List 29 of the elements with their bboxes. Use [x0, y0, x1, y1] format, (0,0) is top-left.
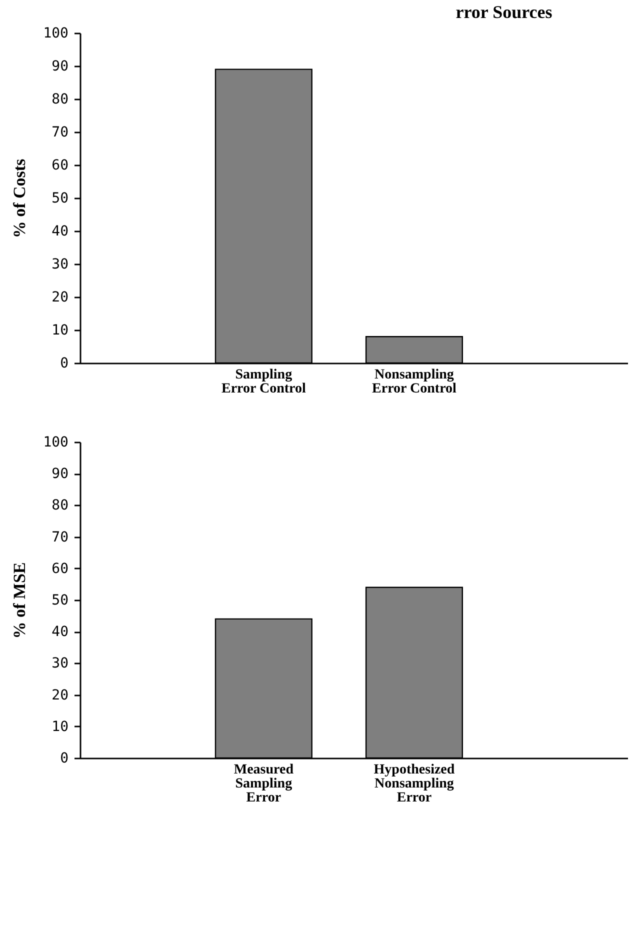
- y-tick-label: 60: [52, 158, 68, 174]
- y-tick-label: 100: [43, 434, 68, 450]
- y-tick-label: 20: [52, 687, 68, 704]
- y-tick-label: 100: [43, 26, 68, 42]
- y-tick-label: 10: [52, 718, 68, 735]
- x-tick-label: Measured Sampling Error: [234, 762, 294, 806]
- x-tick-label: Sampling Error Control: [221, 368, 306, 396]
- y-tick-label: 30: [52, 656, 68, 672]
- x-tick-label: Hypothesized Nonsampling Error: [374, 762, 455, 806]
- y-tick-label: 10: [52, 322, 68, 338]
- y-tick-label: 0: [60, 356, 68, 372]
- y-axis-title: % of MSE: [10, 562, 30, 639]
- y-tick-label: 90: [52, 58, 68, 74]
- y-tick-label: 70: [52, 529, 68, 546]
- y-tick-label: 50: [52, 190, 68, 206]
- y-tick-label: 40: [52, 224, 68, 240]
- y-tick-label: 0: [60, 750, 68, 766]
- y-tick-label: 60: [52, 560, 68, 577]
- y-tick-label: 40: [52, 624, 68, 640]
- y-tick-label: 90: [52, 466, 68, 482]
- y-tick-label: 50: [52, 592, 68, 608]
- x-tick-label: Nonsampling Error Control: [372, 368, 457, 396]
- chart-title: rror Sources: [456, 2, 552, 22]
- y-tick-label: 80: [52, 92, 68, 108]
- y-tick-label: 30: [52, 256, 68, 272]
- y-tick-label: 70: [52, 124, 68, 140]
- y-tick-label: 20: [52, 290, 68, 306]
- y-axis-title: % of Costs: [10, 158, 30, 238]
- y-tick-label: 80: [52, 498, 68, 514]
